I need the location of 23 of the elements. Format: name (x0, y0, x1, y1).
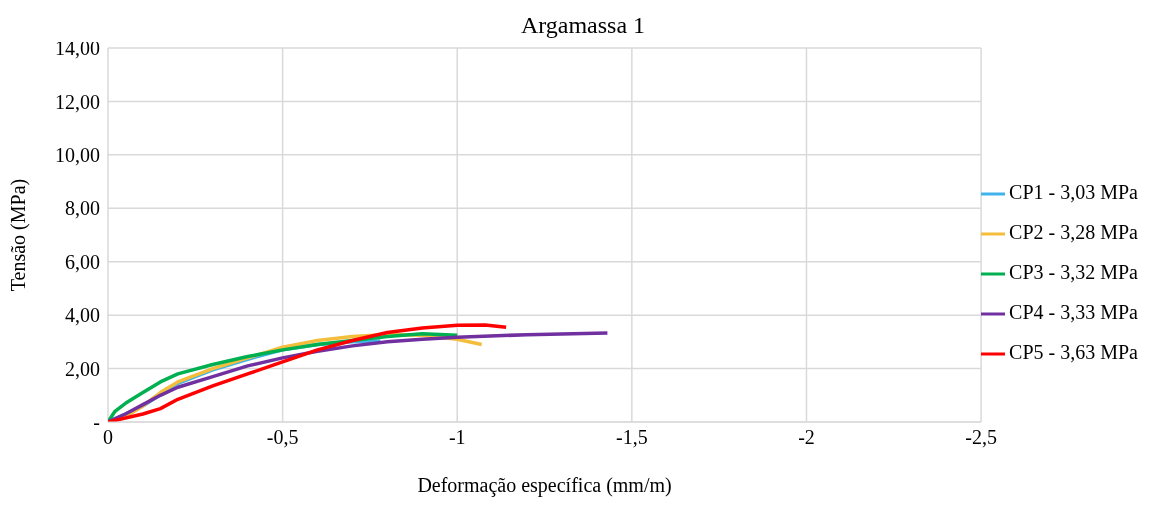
legend-label: CP1 - 3,03 MPa (1009, 181, 1138, 203)
legend-label: CP5 - 3,63 MPa (1009, 341, 1138, 363)
y-tick-label: 8,00 (65, 197, 100, 220)
x-tick-label: -0,5 (266, 426, 299, 449)
y-tick-label: 4,00 (65, 304, 100, 327)
x-tick-label: 0 (103, 426, 113, 449)
x-tick-label: -2 (798, 426, 815, 449)
line-series (108, 331, 610, 422)
y-tick-label: 10,00 (55, 143, 100, 166)
x-tick-label: -1,5 (616, 426, 648, 449)
x-axis-title: Deformação específica (mm/m) (417, 474, 672, 497)
y-tick-label: 6,00 (65, 250, 100, 273)
y-tick-label: 12,00 (55, 90, 100, 113)
y-tick-label: 14,00 (55, 37, 100, 60)
y-tick-label: 2,00 (65, 357, 100, 380)
chart-title: Argamassa 1 (520, 12, 646, 38)
legend-label: CP4 - 3,33 MPa (1009, 301, 1138, 323)
y-tick-label: - (93, 411, 100, 434)
legend-label: CP2 - 3,28 MPa (1009, 221, 1138, 243)
legend-label: CP3 - 3,32 MPa (1009, 261, 1138, 283)
x-tick-label: -1 (448, 426, 466, 449)
y-axis-title: Tensão (MPa) (7, 178, 31, 292)
x-tick-label: -2,5 (965, 426, 997, 449)
